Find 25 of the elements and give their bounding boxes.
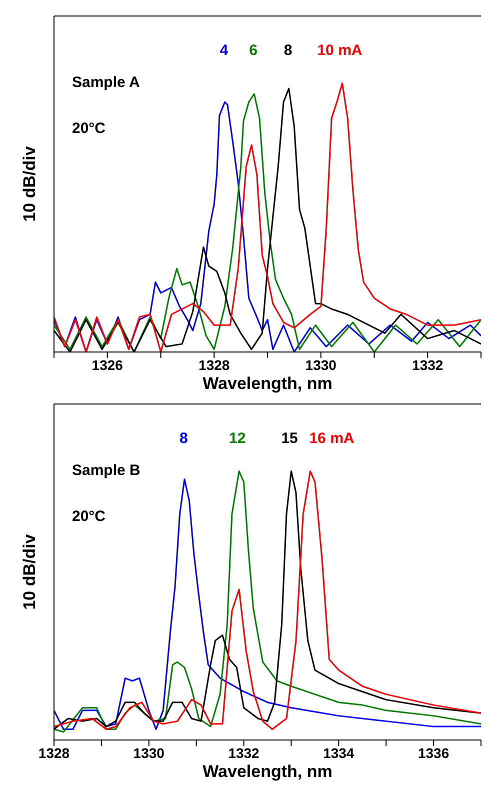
x-tick-label: 1328 [198,356,230,373]
x-tick-label: 1332 [228,744,260,761]
x-axis-title: Wavelength, nm [202,762,334,782]
annotation: Sample A [72,74,140,91]
x-tick-label: 1336 [418,744,450,761]
text: 6 [249,42,258,59]
x-tick-label: 1330 [133,744,165,761]
x-tick-label: 1334 [323,744,354,761]
x-tick-label: 1328 [38,744,70,761]
x-tick-label: 1332 [412,356,444,373]
text: 8 [179,430,188,447]
text: 4 [220,42,228,59]
y-axis-title: 10 dB/div [20,533,40,612]
series-label: 16 mA [309,430,354,447]
series-label: 15 [281,430,298,447]
series-label: 8 [284,42,292,59]
annotation: 20°C [72,508,106,525]
series-label: 12 [229,430,246,447]
y-axis-title: 10 dB/div [20,145,40,224]
text: 10 mA [317,42,362,59]
x-axis-title: Wavelength, nm [202,374,334,394]
x-tick-label: 1330 [305,356,337,373]
annotation: 20°C [72,120,106,137]
x-tick-label: 1326 [92,356,124,373]
annotation: Sample B [72,462,140,479]
